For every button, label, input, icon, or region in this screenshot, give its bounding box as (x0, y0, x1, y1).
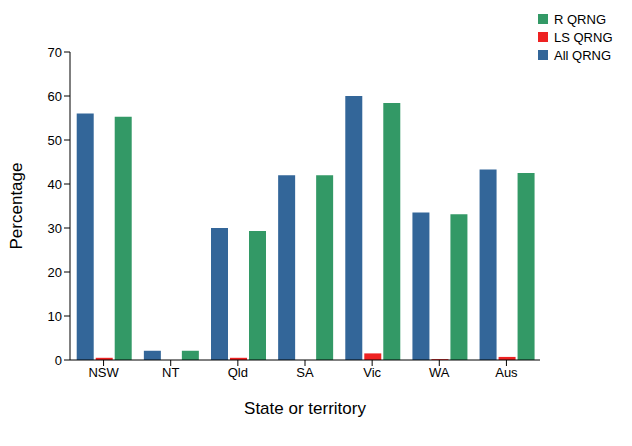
svg-text:10: 10 (48, 309, 62, 324)
svg-text:WA: WA (429, 365, 450, 380)
svg-text:20: 20 (48, 265, 62, 280)
svg-text:40: 40 (48, 177, 62, 192)
svg-text:NSW: NSW (88, 365, 119, 380)
svg-text:50: 50 (48, 133, 62, 148)
svg-text:SA: SA (296, 365, 314, 380)
svg-text:State or territory: State or territory (244, 399, 366, 418)
svg-text:NT: NT (162, 365, 179, 380)
svg-text:0: 0 (55, 353, 62, 368)
html-text:LS QRNG: LS QRNG (554, 29, 613, 45)
svg-text:Aus: Aus (495, 365, 518, 380)
html-text:All QRNG: All QRNG (554, 47, 612, 63)
svg-text:Qld: Qld (228, 365, 248, 380)
svg-text:Vic: Vic (363, 365, 381, 380)
svg-text:Percentage: Percentage (8, 163, 26, 250)
html-text:R QRNG: R QRNG (554, 11, 606, 27)
svg-text:70: 70 (48, 45, 62, 60)
svg-text:30: 30 (48, 221, 62, 236)
svg-text:60: 60 (48, 89, 62, 104)
